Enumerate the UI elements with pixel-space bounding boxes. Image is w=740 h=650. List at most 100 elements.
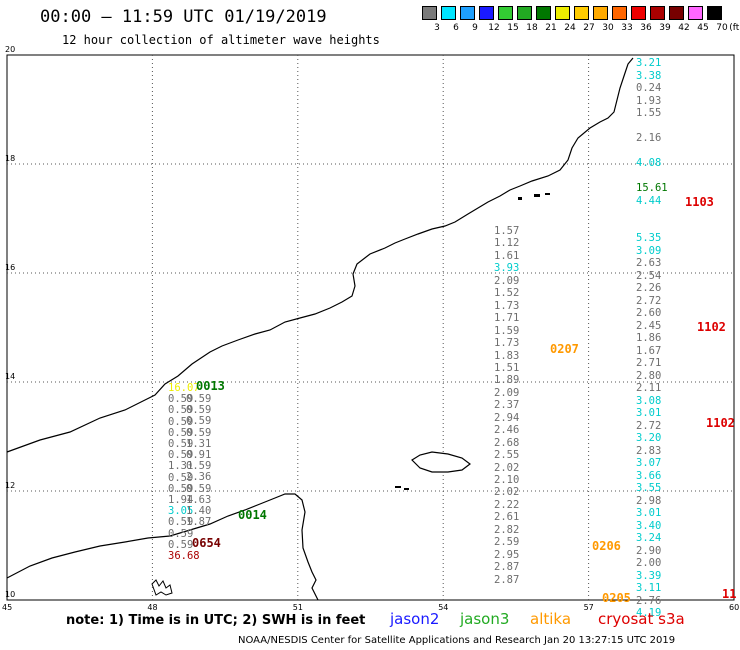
legend-swatch — [460, 6, 475, 20]
wave-height-value: 0.59 — [168, 438, 194, 450]
wave-height-value: 1.89 — [494, 374, 520, 387]
legend-label: 15 — [507, 23, 519, 33]
wave-height-value: 2.09 — [494, 386, 520, 399]
wave-height-value: 0.59 — [186, 426, 212, 439]
wave-height-value: 1.73 — [494, 299, 520, 312]
wave-height-value: 0.59 — [168, 404, 194, 417]
wave-height-value: 3.93 — [494, 262, 520, 275]
coastline-somalia — [6, 493, 319, 601]
wave-height-value: 0.59 — [168, 393, 194, 406]
wave-height-value: 0.59 — [186, 482, 212, 495]
pass-id-label: 1102 — [706, 416, 735, 430]
legend-label: 45 — [697, 23, 709, 33]
figure-title: 00:00 – 11:59 UTC 01/19/2019 — [40, 7, 327, 27]
wave-height-value: 1.59 — [494, 324, 520, 337]
legend-swatch — [707, 6, 722, 20]
pass-id-label: 11 — [722, 587, 737, 601]
wave-height-value: 3.40 — [636, 519, 662, 532]
legend-label: 42 — [678, 23, 690, 33]
wave-height-value: 3.55 — [636, 482, 662, 494]
wave-height-value: 2.22 — [494, 498, 520, 511]
legend-swatch — [650, 6, 665, 20]
wave-height-value: 3.09 — [636, 244, 662, 257]
wave-height-value: 2.80 — [636, 369, 662, 382]
longitude-label: 45 — [2, 603, 13, 612]
wave-height-value: 0.59 — [168, 482, 194, 495]
longitude-label: 57 — [583, 603, 594, 612]
wave-height-value: 0.91 — [186, 449, 212, 461]
satellite-name: altika — [530, 610, 572, 628]
wave-height-value: 2.63 — [636, 257, 662, 269]
wave-height-value: 3.39 — [636, 569, 662, 582]
wave-height-value: 2.09 — [494, 274, 520, 287]
wave-height-value: 4.08 — [636, 157, 662, 169]
legend-label: 39 — [659, 23, 671, 33]
wave-height-value: 3.01 — [636, 507, 662, 519]
wave-height-value: 16.07 — [168, 382, 200, 394]
wave-height-value: 2.68 — [494, 436, 520, 449]
wave-height-value: 3.66 — [636, 469, 662, 482]
legend-label: 24 — [564, 23, 576, 33]
wave-height-value: 0.59 — [168, 527, 194, 540]
wave-height-value: 2.16 — [636, 132, 662, 144]
satellite-name: jason3 — [460, 610, 510, 628]
graticule — [7, 55, 734, 600]
legend-label: 33 — [621, 23, 633, 33]
wave-height-value: 2.02 — [494, 461, 520, 474]
wave-height-value: 2.87 — [494, 573, 520, 586]
wave-height-value: 1.52 — [494, 287, 520, 300]
longitude-label: 51 — [292, 603, 303, 612]
legend-swatch — [536, 6, 551, 20]
longitude-label: 48 — [147, 603, 158, 612]
wave-height-value: 2.94 — [494, 411, 520, 424]
wave-height-value: 2.55 — [494, 449, 520, 462]
wave-height-value: 3.21 — [636, 57, 662, 69]
wave-height-value: 0.59 — [186, 404, 212, 417]
wave-height-value: 2.76 — [636, 594, 662, 607]
wave-height-value: 36.68 — [168, 550, 200, 562]
islets-coast-west — [151, 579, 173, 596]
wave-height-value: 1.94 — [168, 494, 194, 506]
wave-height-value: 2.72 — [636, 419, 662, 432]
legend-label: 27 — [583, 23, 595, 33]
wave-height-value: 0.59 — [168, 449, 194, 462]
longitude-label: 60 — [729, 603, 740, 612]
wave-height-value: 1.55 — [636, 107, 662, 119]
wave-height-value: 2.59 — [494, 536, 520, 549]
islets-kuria-muria — [518, 193, 550, 200]
legend-swatch — [479, 6, 494, 20]
legend-label: 36 — [640, 23, 652, 33]
wave-height-value: 0.59 — [168, 516, 194, 529]
wave-height-value: 2.45 — [636, 319, 662, 332]
legend-label: 30 — [602, 23, 614, 33]
pass-id-label: 1102 — [697, 320, 726, 334]
wave-height-value: 1.51 — [494, 361, 520, 374]
latitude-label: 10 — [5, 590, 16, 599]
wave-height-value: 2.11 — [636, 382, 662, 394]
coastline-yemen-oman — [6, 57, 634, 453]
wave-height-value: 2.60 — [636, 307, 662, 319]
pass-id-label: 0014 — [238, 508, 267, 522]
wave-height-value: 4.19 — [636, 607, 662, 619]
wave-height-value: 0.59 — [168, 471, 194, 484]
wave-height-value: 3.07 — [636, 457, 662, 469]
pass-id-label: 0013 — [196, 379, 225, 393]
islet-abd-al-kuri — [395, 486, 409, 490]
wave-height-value: 0.59 — [168, 538, 194, 551]
pass-id-label: 0654 — [192, 536, 221, 550]
legend-swatch — [612, 6, 627, 20]
legend-swatch — [593, 6, 608, 20]
pass-id-label: 0205 — [602, 591, 631, 605]
wave-height-value: 2.98 — [636, 494, 662, 507]
pass-id-label: 1103 — [685, 195, 714, 209]
wave-height-value: 5.35 — [636, 232, 662, 244]
wave-height-value: 2.72 — [636, 294, 662, 307]
latitude-label: 14 — [5, 372, 16, 381]
legend-label: 6 — [453, 23, 459, 33]
longitude-label: 54 — [438, 603, 449, 612]
wave-height-value: 0.24 — [636, 82, 662, 94]
wave-height-value: 2.00 — [636, 557, 662, 569]
wave-height-value: 3.20 — [636, 432, 662, 444]
wave-height-value: 1.40 — [186, 505, 212, 517]
